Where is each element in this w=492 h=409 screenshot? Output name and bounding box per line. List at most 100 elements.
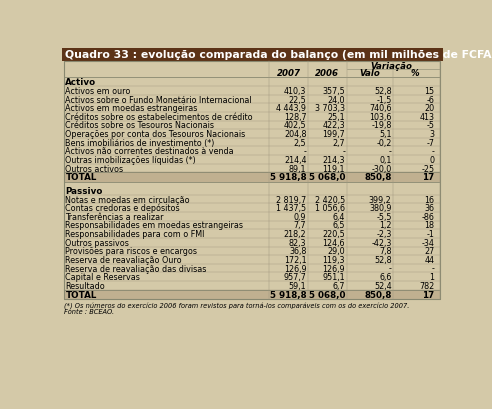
Text: 52,8: 52,8 [374,87,392,96]
Text: 957,7: 957,7 [283,272,307,281]
Text: Fonte : BCEAO.: Fonte : BCEAO. [64,308,114,315]
Bar [64,238,440,247]
Text: -0,2: -0,2 [376,138,392,147]
Text: 740,6: 740,6 [369,104,392,113]
Text: 103,6: 103,6 [369,112,392,121]
Text: -: - [342,147,345,156]
Text: Notas e moedas em circulação: Notas e moedas em circulação [65,195,190,204]
Bar [64,290,440,299]
Text: Créditos sobre os Tesouros Nacionais: Créditos sobre os Tesouros Nacionais [65,121,215,130]
Text: Contas credoras e depósitos: Contas credoras e depósitos [65,204,180,213]
Text: 52,8: 52,8 [374,255,392,264]
Text: -: - [389,147,392,156]
Text: 951,1: 951,1 [323,272,345,281]
Text: Activos em ouro: Activos em ouro [65,87,131,96]
Bar [64,139,440,147]
Text: 126,9: 126,9 [284,264,307,273]
Text: 89,1: 89,1 [289,164,307,173]
Text: 1 437,5: 1 437,5 [277,204,307,213]
Text: 6,7: 6,7 [333,281,345,290]
Text: Transferências a realizar: Transferências a realizar [65,212,164,221]
Text: 1: 1 [430,272,434,281]
Text: 218,2: 218,2 [284,229,307,238]
Text: 128,7: 128,7 [284,112,307,121]
Bar [64,87,440,95]
Text: 24,0: 24,0 [328,95,345,104]
Text: 2 819,7: 2 819,7 [276,195,307,204]
Text: 6,6: 6,6 [379,272,392,281]
Text: 2007: 2007 [277,69,301,78]
Text: Variação: Variação [370,62,412,71]
Text: 20: 20 [424,104,434,113]
Text: Outras imobilizações líquidas (*): Outras imobilizações líquidas (*) [65,155,196,164]
Text: Operações por conta dos Tesouros Nacionais: Operações por conta dos Tesouros Naciona… [65,130,246,139]
Bar [64,173,440,182]
Text: 5 068,0: 5 068,0 [308,173,345,182]
Text: 124,6: 124,6 [323,238,345,247]
Text: Reserva de reavaliação Ouro: Reserva de reavaliação Ouro [65,255,182,264]
Text: 2 420,5: 2 420,5 [315,195,345,204]
Text: Activos sobre o Fundo Monetário Internacional: Activos sobre o Fundo Monetário Internac… [65,95,252,104]
Text: 357,5: 357,5 [322,87,345,96]
Text: 214,4: 214,4 [284,155,307,164]
Bar [64,182,440,187]
Bar [64,147,440,156]
Bar [64,281,440,290]
Text: Outros passivos: Outros passivos [65,238,129,247]
Text: -30,0: -30,0 [371,164,392,173]
Text: -: - [431,264,434,273]
Bar [64,213,440,221]
Text: -: - [389,264,392,273]
Bar [64,273,440,281]
Text: 25,1: 25,1 [328,112,345,121]
Text: 199,7: 199,7 [322,130,345,139]
Text: 2,7: 2,7 [333,138,345,147]
Text: 126,9: 126,9 [323,264,345,273]
Text: 119,1: 119,1 [323,164,345,173]
Text: 36,8: 36,8 [289,247,307,256]
Text: 7,8: 7,8 [379,247,392,256]
Text: 204,8: 204,8 [284,130,307,139]
Text: 413: 413 [419,112,434,121]
Text: 850,8: 850,8 [364,290,392,299]
Text: 0,1: 0,1 [379,155,392,164]
Text: 17: 17 [422,290,434,299]
Text: 399,2: 399,2 [369,195,392,204]
Text: 7,7: 7,7 [294,221,307,230]
Text: 16: 16 [424,195,434,204]
Text: -42,3: -42,3 [371,238,392,247]
Text: -: - [304,147,307,156]
Text: Créditos sobre os estabelecimentos de crédito: Créditos sobre os estabelecimentos de cr… [65,112,253,121]
Text: Quadro 33 : evolução comparada do balanço (em mil milhões de FCFA): Quadro 33 : evolução comparada do balanç… [64,50,492,60]
Text: 119,3: 119,3 [323,255,345,264]
Text: Bens imobiliários de investimento (*): Bens imobiliários de investimento (*) [65,138,215,147]
Text: 36: 36 [424,204,434,213]
Text: 5 918,8: 5 918,8 [270,173,307,182]
Text: 2006: 2006 [315,69,339,78]
Text: (*) Os números do exercício 2006 foram revistos para torná-los comparáveis com o: (*) Os números do exercício 2006 foram r… [64,302,409,309]
Text: 5 918,8: 5 918,8 [270,290,307,299]
Text: 6,5: 6,5 [333,221,345,230]
Text: TOTAL: TOTAL [65,173,97,182]
Bar [64,221,440,230]
Text: -19,8: -19,8 [371,121,392,130]
Text: -: - [431,147,434,156]
Text: 59,1: 59,1 [289,281,307,290]
Text: 5 068,0: 5 068,0 [308,290,345,299]
Text: Resultado: Resultado [65,281,105,290]
Text: 22,5: 22,5 [289,95,307,104]
Text: 3 703,3: 3 703,3 [315,104,345,113]
Bar [64,256,440,264]
Bar [64,113,440,121]
Text: Capital e Reservas: Capital e Reservas [65,272,140,281]
Bar [64,78,440,87]
Text: Outros activos: Outros activos [65,164,123,173]
Bar [64,164,440,173]
Text: Valo: Valo [360,69,380,78]
Text: 0,9: 0,9 [294,212,307,221]
Text: -1: -1 [427,229,434,238]
Bar [64,61,440,78]
Text: Provisões para riscos e encargos: Provisões para riscos e encargos [65,247,197,256]
Text: 0: 0 [430,155,434,164]
Text: Reserva de reavaliação das divisas: Reserva de reavaliação das divisas [65,264,207,273]
